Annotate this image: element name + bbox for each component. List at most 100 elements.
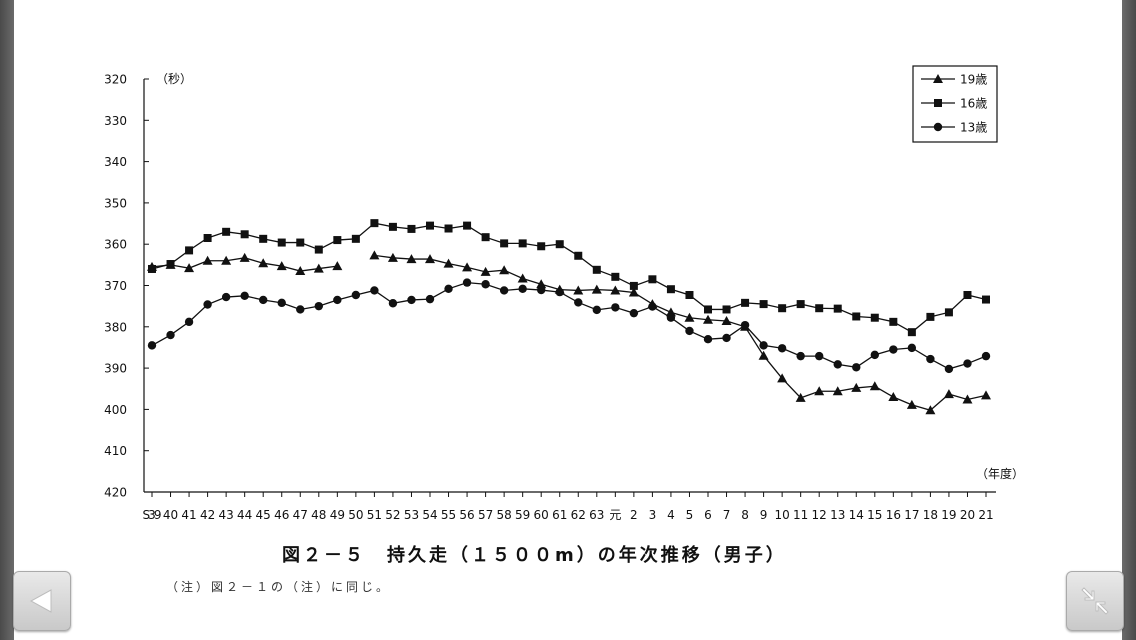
x-tick-label: 9 — [760, 508, 768, 522]
x-tick-label: 21 — [978, 508, 993, 522]
data-point — [648, 275, 657, 284]
x-tick-label: 47 — [293, 508, 308, 522]
data-point — [870, 350, 879, 360]
x-tick-label: 58 — [496, 508, 511, 522]
data-point — [481, 280, 490, 289]
y-tick-label: 360 — [104, 238, 127, 252]
legend-marker — [933, 122, 943, 132]
data-point — [499, 265, 510, 275]
legend-marker — [933, 74, 943, 83]
data-point — [222, 227, 231, 236]
x-tick-label: 53 — [404, 508, 419, 522]
data-point — [832, 386, 843, 396]
data-point — [370, 219, 379, 228]
data-point — [425, 294, 435, 304]
x-tick-label: 57 — [478, 508, 493, 522]
data-point — [203, 300, 212, 309]
x-tick-label: 8 — [741, 508, 749, 522]
data-point — [277, 238, 286, 247]
data-point — [426, 221, 434, 230]
data-point — [926, 354, 935, 364]
data-point — [295, 266, 306, 276]
data-point — [202, 255, 213, 265]
data-point — [296, 305, 305, 314]
data-point — [147, 341, 157, 350]
data-point — [314, 245, 323, 254]
x-tick-label: 60 — [534, 508, 549, 522]
data-point — [943, 389, 954, 399]
x-tick-label: 50 — [348, 508, 363, 522]
data-point — [777, 344, 787, 353]
data-point — [777, 373, 788, 383]
data-point — [536, 279, 547, 289]
figure-note: （注）図２－１の（注）に同じ。 — [166, 580, 392, 594]
x-tick-label: 63 — [589, 508, 604, 522]
x-tick-label: 41 — [181, 508, 196, 522]
data-point — [610, 285, 621, 295]
data-point — [722, 333, 731, 343]
data-point — [239, 252, 250, 262]
data-point — [815, 304, 824, 313]
data-point — [906, 399, 917, 409]
data-point — [351, 290, 361, 300]
data-point — [592, 265, 601, 274]
exit-fullscreen-button[interactable] — [1066, 571, 1124, 631]
right-frame-edge — [1122, 0, 1136, 640]
x-tick-label: 48 — [311, 508, 326, 522]
series-triangle — [147, 250, 991, 415]
data-point — [500, 239, 509, 248]
y-tick-label: 350 — [104, 196, 127, 210]
data-point — [406, 254, 417, 264]
x-tick-label: 6 — [704, 508, 712, 522]
x-tick-label: 5 — [686, 508, 694, 522]
data-point — [741, 298, 750, 307]
x-tick-label: 44 — [237, 508, 252, 522]
data-point — [851, 382, 862, 392]
data-point — [480, 266, 491, 276]
y-tick-label: 320 — [104, 73, 127, 87]
data-point — [185, 246, 194, 255]
previous-page-button[interactable] — [13, 571, 71, 631]
x-tick-label: 46 — [274, 508, 289, 522]
data-point — [351, 234, 360, 243]
data-point — [314, 301, 323, 311]
data-point — [703, 314, 713, 324]
x-tick-label: 52 — [385, 508, 400, 522]
x-tick-label: 45 — [256, 508, 271, 522]
data-point — [332, 261, 343, 271]
y-tick-label: 380 — [104, 320, 127, 334]
data-point — [387, 252, 398, 262]
data-point — [815, 351, 824, 361]
data-point — [796, 300, 805, 309]
x-tick-label: 16 — [886, 508, 901, 522]
series-line — [151, 281, 987, 370]
legend-marker — [934, 99, 942, 107]
data-point — [703, 334, 713, 344]
series-square — [148, 219, 990, 337]
x-tick-label: 40 — [163, 508, 178, 522]
data-point — [443, 258, 454, 268]
data-point — [313, 263, 324, 273]
data-point — [184, 263, 195, 273]
x-tick-label: 59 — [515, 508, 530, 522]
x-tick-label: 2 — [630, 508, 638, 522]
data-point — [333, 236, 342, 245]
data-point — [369, 250, 380, 260]
legend-label: 13歳 — [960, 121, 987, 135]
data-point — [814, 386, 825, 396]
x-tick-label: 42 — [200, 508, 215, 522]
x-tick-label: 20 — [960, 508, 975, 522]
left-frame-edge — [0, 0, 14, 640]
data-point — [370, 286, 379, 295]
data-point — [981, 390, 991, 400]
y-tick-label: 400 — [104, 403, 127, 417]
chart-series — [147, 219, 991, 415]
data-point — [407, 295, 416, 305]
data-point — [963, 290, 972, 299]
data-point — [462, 278, 472, 287]
data-point — [166, 330, 175, 340]
data-point — [259, 234, 268, 243]
x-tick-label: 15 — [867, 508, 882, 522]
x-tick-label: 55 — [441, 508, 456, 522]
figure-caption: 図２－５ 持久走（１５００m）の年次推移（男子） — [282, 545, 787, 566]
